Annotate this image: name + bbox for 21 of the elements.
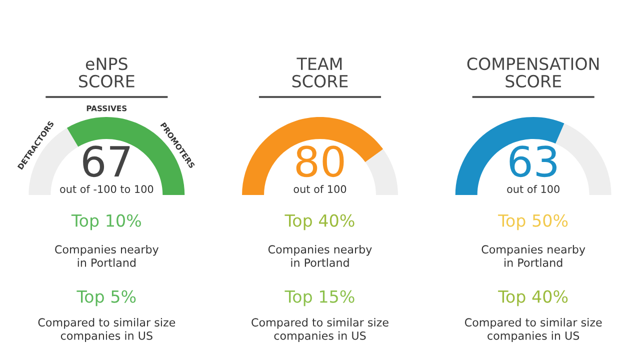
text: out of -100 to 100 xyxy=(60,184,154,194)
text: Top 10% xyxy=(71,214,141,230)
text: Companies nearby in Portland xyxy=(268,244,372,267)
chart-title: TEAM SCORE xyxy=(292,58,348,88)
data-label: 67 xyxy=(83,146,130,178)
text: Companies nearby in Portland xyxy=(482,244,586,267)
data-label: 80 xyxy=(296,146,344,178)
text: Top 40% xyxy=(284,214,354,230)
chart-title: eNPS SCORE xyxy=(79,58,134,88)
text: out of 100 xyxy=(507,184,560,194)
text: Top 5% xyxy=(76,290,136,306)
text: Compared to similar size companies in US xyxy=(464,318,602,342)
text: out of 100 xyxy=(294,184,346,194)
text: Compared to similar size companies in US xyxy=(38,318,176,342)
chart-title: COMPENSATION SCORE xyxy=(467,58,599,88)
text: Top 40% xyxy=(498,290,568,306)
data-label: 63 xyxy=(510,146,557,178)
text: Compared to similar size companies in US xyxy=(252,318,388,342)
text: Companies nearby in Portland xyxy=(55,244,159,267)
text: Top 15% xyxy=(284,290,354,306)
text: Top 50% xyxy=(498,214,568,230)
